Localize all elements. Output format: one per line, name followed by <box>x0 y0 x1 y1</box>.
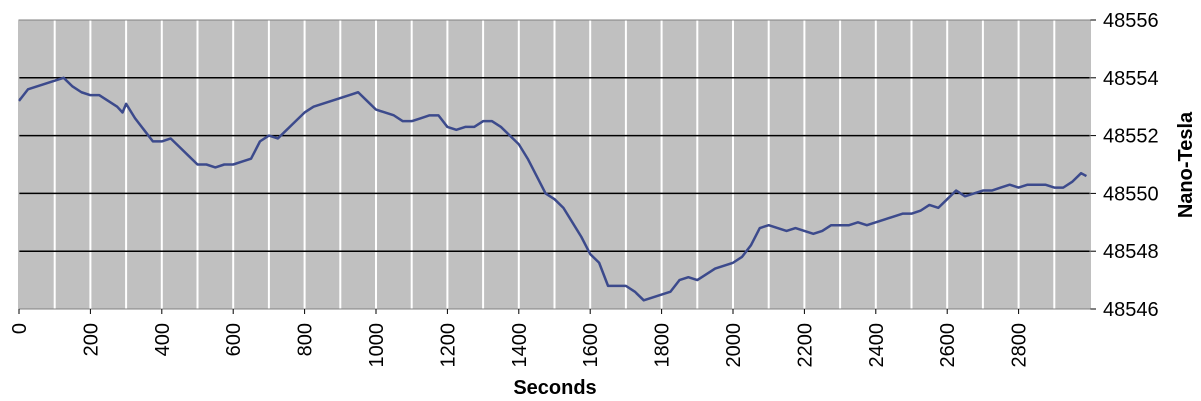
x-tick-label: 2600 <box>937 323 959 368</box>
x-tick-label: 2800 <box>1009 323 1031 368</box>
x-tick-label: 200 <box>80 323 102 356</box>
x-tick-label: 600 <box>223 323 245 356</box>
y-axis-title: Nano-Tesla <box>1175 111 1197 218</box>
x-tick-label: 2000 <box>723 323 745 368</box>
x-tick-label: 0 <box>9 323 31 334</box>
x-tick-label: 1000 <box>366 323 388 368</box>
x-tick-label: 1200 <box>437 323 459 368</box>
x-tick-label: 1800 <box>652 323 674 368</box>
x-tick-label: 1400 <box>509 323 531 368</box>
x-tick-label: 400 <box>152 323 174 356</box>
y-tick-label: 48548 <box>1103 241 1159 263</box>
x-axis-title: Seconds <box>513 377 596 399</box>
x-tick-label: 2200 <box>794 323 816 368</box>
x-tick-label: 2400 <box>866 323 888 368</box>
y-tick-label: 48552 <box>1103 126 1159 148</box>
data-line <box>18 76 1088 302</box>
x-tick-label: 1600 <box>580 323 602 368</box>
y-tick-label: 48556 <box>1103 10 1159 32</box>
y-tick-label: 48554 <box>1103 68 1159 90</box>
plot-border <box>18 19 1091 310</box>
y-tick-label: 48550 <box>1103 183 1159 205</box>
x-tick-label: 800 <box>295 323 317 356</box>
y-tick-label: 48546 <box>1103 299 1159 321</box>
